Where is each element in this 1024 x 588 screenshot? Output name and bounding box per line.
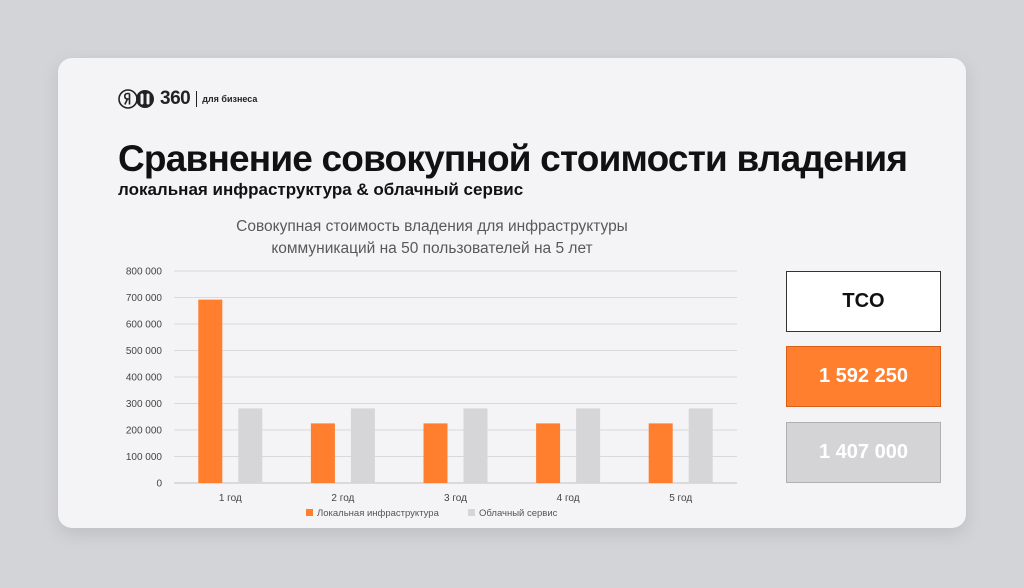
y-tick-label: 0 <box>156 479 162 490</box>
y-tick-label: 800 000 <box>126 267 163 278</box>
y-tick-label: 100 000 <box>126 452 163 463</box>
bar-local <box>198 299 223 483</box>
y-tick-label: 300 000 <box>126 399 163 410</box>
x-tick-label: 3 год <box>444 493 467 504</box>
tco-local-value-box: 1 592 250 <box>786 346 941 407</box>
bar-local <box>648 423 673 483</box>
bar-cloud <box>238 408 263 483</box>
chart-title-line-2: коммуникаций на 50 пользователей на 5 ле… <box>271 240 593 257</box>
yandex-logo-icon <box>118 89 156 109</box>
chart-title: Совокупная стоимость владения для инфрас… <box>178 216 686 260</box>
legend-label-local: Локальная инфраструктура <box>317 508 440 519</box>
brand-divider <box>196 91 198 107</box>
bar-cloud <box>576 408 601 483</box>
y-tick-label: 700 000 <box>126 293 163 304</box>
chart-title-line-1: Совокупная стоимость владения для инфрас… <box>236 218 628 235</box>
bar-cloud <box>688 408 713 483</box>
legend-swatch-local <box>306 509 313 516</box>
bar-local <box>423 423 448 483</box>
y-tick-label: 200 000 <box>126 426 163 437</box>
tco-label-box: TCO <box>786 271 941 332</box>
legend-swatch-cloud <box>468 509 475 516</box>
tco-cloud-value-box: 1 407 000 <box>786 422 941 483</box>
brand-logo: 360 для бизнеса <box>118 88 257 110</box>
y-tick-label: 400 000 <box>126 373 163 384</box>
page-subtitle: локальная инфраструктура & облачный серв… <box>118 180 524 199</box>
x-tick-label: 4 год <box>557 493 580 504</box>
brand-name: 360 <box>160 88 191 109</box>
bar-cloud <box>463 408 488 483</box>
x-tick-label: 2 год <box>331 493 354 504</box>
legend-label-cloud: Облачный сервис <box>479 508 558 519</box>
bar-cloud <box>350 408 375 483</box>
y-tick-label: 500 000 <box>126 346 163 357</box>
bar-local <box>310 423 335 483</box>
page-title: Сравнение совокупной стоимости владения <box>118 138 908 179</box>
x-tick-label: 1 год <box>219 493 242 504</box>
x-tick-label: 5 год <box>669 493 692 504</box>
bar-local <box>536 423 561 483</box>
bar-chart: 800 000 700 000 600 000 500 000 400 000 300 0… <box>126 267 737 519</box>
y-tick-label: 600 000 <box>126 320 163 331</box>
slide-card: 360 для бизнеса Сравнение совокупной сто… <box>58 58 966 528</box>
brand-subtitle: для бизнеса <box>202 94 258 104</box>
